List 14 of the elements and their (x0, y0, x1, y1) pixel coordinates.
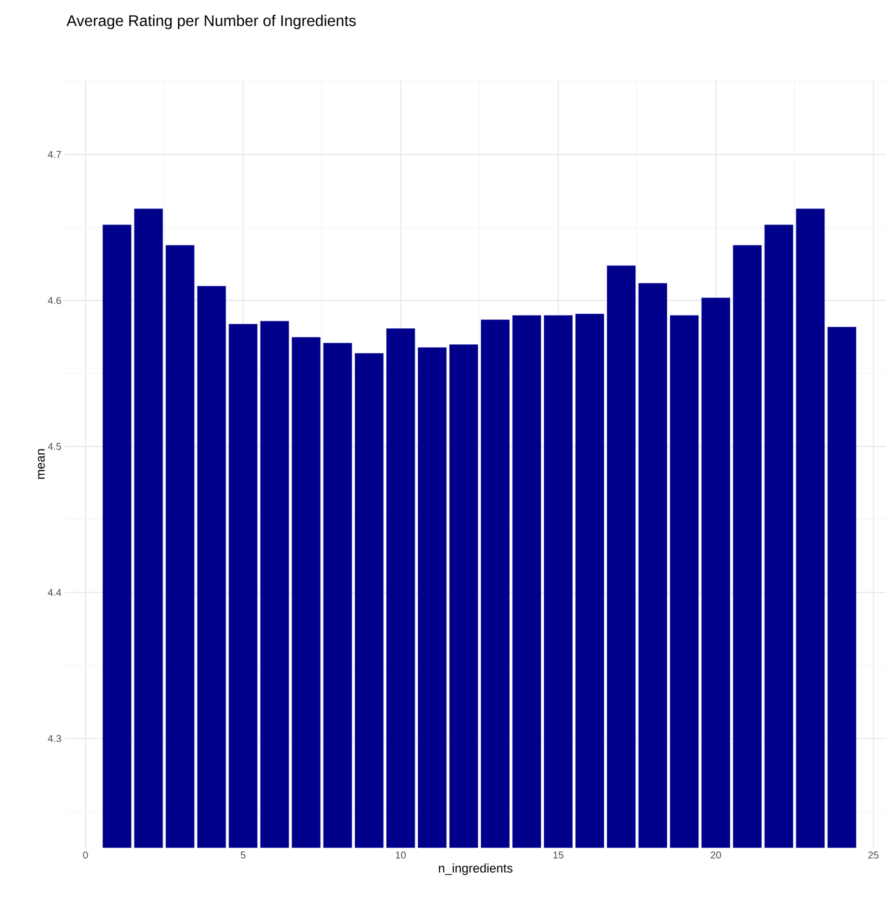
chart-title: Average Rating per Number of Ingredients (66, 14, 356, 30)
x-tick-label: 5 (240, 852, 246, 858)
y-axis-title: mean (38, 449, 45, 479)
x-tick-label: 25 (868, 852, 879, 859)
y-tick-label: 4.3 (48, 734, 62, 742)
x-tick-label: 15 (553, 852, 564, 858)
y-tick-label: 4.7 (48, 151, 61, 158)
y-tick-label: 4.5 (48, 442, 62, 450)
x-tick-label: 0 (83, 852, 88, 859)
x-axis-title: n_ingredients (438, 863, 512, 876)
x-tick-label: 10 (396, 852, 406, 859)
y-tick-label: 4.4 (48, 589, 62, 596)
x-tick-label: 20 (710, 852, 721, 859)
y-tick-label: 4.6 (48, 296, 62, 304)
